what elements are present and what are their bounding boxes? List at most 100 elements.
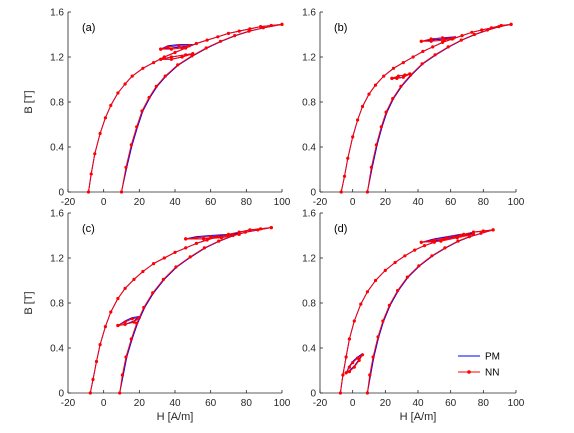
series-nn-marker <box>373 278 378 283</box>
y-tick-label: 1.2 <box>302 254 316 265</box>
series-nn-marker <box>109 103 113 107</box>
series-nn-marker <box>462 232 466 236</box>
x-tick-label: 100 <box>274 197 291 208</box>
series-nn-marker <box>132 277 136 281</box>
series-nn-marker <box>162 256 166 260</box>
series-nn-marker <box>352 365 356 369</box>
series-nn-marker <box>413 248 417 252</box>
series-nn-marker <box>396 289 400 293</box>
series-nn-marker <box>116 91 120 95</box>
y-tick-label: 0.8 <box>302 98 316 109</box>
panel-label: (c) <box>82 223 95 235</box>
series-nn-marker <box>89 172 93 176</box>
series-nn-marker <box>152 61 156 65</box>
x-tick-label: 80 <box>241 197 253 208</box>
x-tick-label: 80 <box>478 398 490 409</box>
series-nn-marker <box>218 39 223 43</box>
series-nn-marker <box>347 365 351 369</box>
x-tick-label: 40 <box>412 398 424 409</box>
legend: PM NN <box>458 352 500 379</box>
x-tick-label: 40 <box>169 398 181 409</box>
series-nn-marker <box>419 240 423 244</box>
series-nn-marker <box>401 75 405 79</box>
series-nn-marker <box>159 47 163 51</box>
series-nn-marker <box>161 277 165 281</box>
series-nn-marker <box>116 296 120 301</box>
x-tick-label: 0 <box>350 197 356 208</box>
series-nn-marker <box>384 110 388 114</box>
series-nn-marker <box>467 235 471 239</box>
series-nn-marker <box>194 241 198 245</box>
legend-label-nn: NN <box>485 368 499 379</box>
series-nn-marker <box>376 335 380 339</box>
series-nn-marker <box>217 239 221 243</box>
x-tick-label: 20 <box>134 197 146 208</box>
series-nn-marker <box>169 57 173 61</box>
series-nn-marker <box>137 316 141 320</box>
series-nn-marker <box>485 28 489 32</box>
y-axis-label: B [T] <box>23 291 35 314</box>
series-nn-marker <box>391 97 395 101</box>
y-tick-label: 1.6 <box>302 209 316 220</box>
series-nn-marker <box>341 373 345 377</box>
x-tick-label: 40 <box>412 197 424 208</box>
y-tick-label: 0.8 <box>302 299 316 310</box>
series-nn-marker <box>373 83 378 87</box>
series-nn-marker <box>130 74 134 78</box>
y-tick-label: 0 <box>310 188 316 199</box>
series-nn-marker <box>166 45 170 49</box>
series-nn-marker <box>132 320 136 324</box>
series-nn-marker <box>367 92 371 96</box>
series-nn-marker <box>347 370 351 374</box>
y-tick-label: 0 <box>58 389 64 400</box>
y-tick-label: 1.6 <box>302 8 316 19</box>
series-nn-marker <box>458 233 463 238</box>
series-nn-marker <box>399 84 403 88</box>
series-nn-marker <box>442 237 446 241</box>
y-tick-label: 0 <box>310 389 316 400</box>
series-nn-marker <box>231 233 235 238</box>
series-nn-marker <box>191 52 195 56</box>
series-nn-marker <box>452 235 456 239</box>
y-tick-label: 0.4 <box>50 344 64 355</box>
series-nn-marker <box>431 45 435 49</box>
series-nn-marker <box>169 47 173 51</box>
series-nn-marker <box>226 233 231 238</box>
series-nn-marker <box>119 190 124 194</box>
y-tick-label: 0.4 <box>302 143 316 154</box>
x-tick-label: -20 <box>313 398 328 409</box>
series-nn-marker <box>455 236 459 240</box>
series-nn-marker <box>472 32 476 37</box>
series-nn-marker <box>237 29 241 33</box>
series-nn-marker <box>123 82 127 86</box>
series-nn-marker <box>360 353 365 357</box>
series-nn-marker <box>344 355 348 359</box>
series-nn-marker <box>130 317 134 321</box>
series-nn-marker <box>365 190 369 194</box>
series-nn-marker <box>123 322 127 326</box>
x-tick-label: 100 <box>274 398 291 409</box>
series-nn-marker <box>280 22 284 26</box>
series-nn-marker <box>187 44 191 48</box>
series-nn-marker <box>261 26 265 30</box>
x-tick-label: 60 <box>205 398 217 409</box>
series-nn-marker <box>194 41 198 46</box>
series-nn-marker <box>391 66 396 70</box>
series-nn-marker <box>204 46 208 50</box>
series-nn-marker <box>184 46 188 50</box>
x-tick-label: 80 <box>241 398 253 409</box>
series-nn-marker <box>256 228 260 232</box>
series-nn-marker <box>91 377 95 382</box>
x-tick-label: 100 <box>508 398 525 409</box>
series-nn-marker <box>491 228 495 232</box>
series-nn-marker <box>440 36 445 40</box>
series-nn-marker <box>202 246 206 250</box>
series-nn-marker <box>237 230 241 234</box>
x-tick-label: 80 <box>478 197 490 208</box>
x-tick-label: 20 <box>380 197 392 208</box>
series-nn-marker <box>124 355 128 359</box>
series-nn-marker <box>382 74 386 78</box>
series-nn-marker <box>226 31 231 35</box>
series-nn-marker <box>419 39 423 43</box>
